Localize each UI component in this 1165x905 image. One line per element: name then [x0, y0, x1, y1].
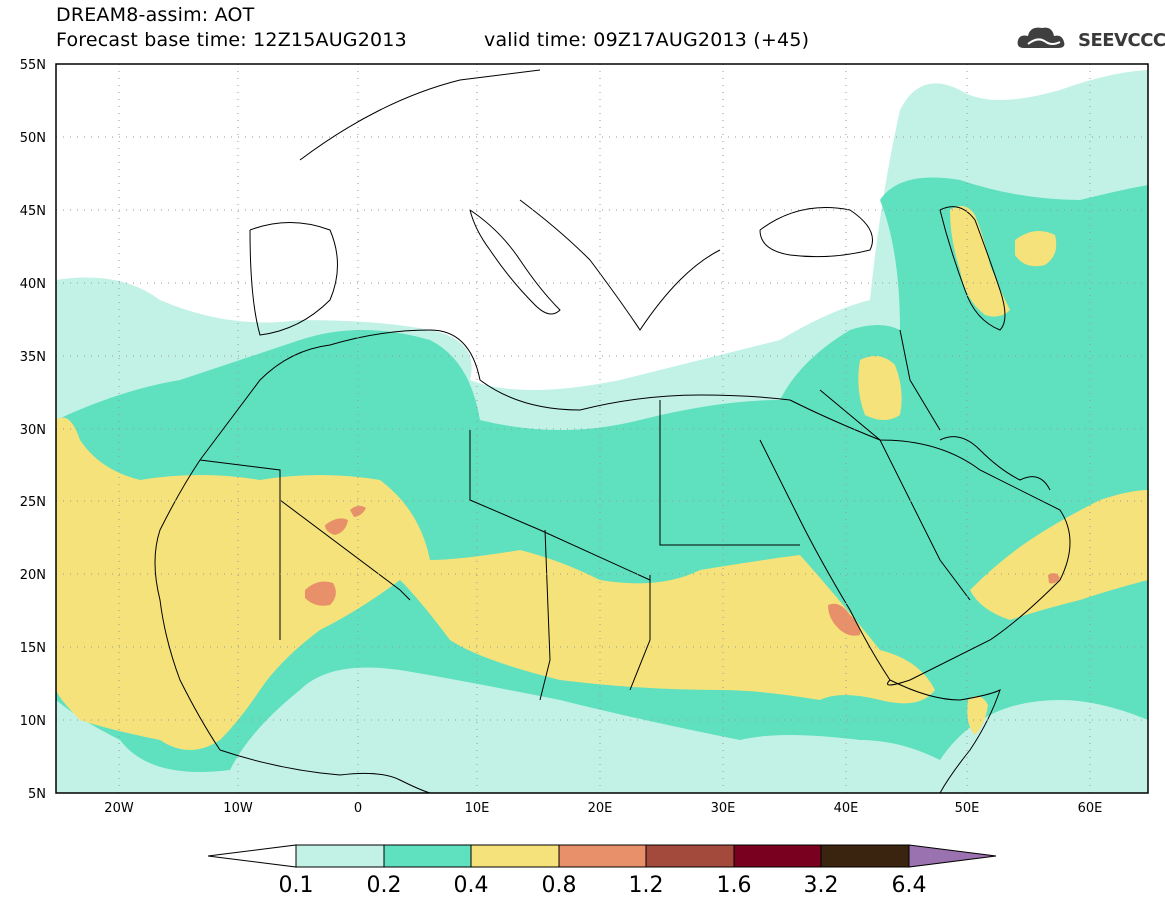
logo: SEEVCCC — [1016, 26, 1165, 54]
logo-text: SEEVCCC — [1078, 29, 1165, 51]
aot-region-yellow-caucasus — [1015, 231, 1057, 267]
coastline-europe-north — [299, 69, 541, 161]
coastline-gulf-guinea — [219, 749, 431, 793]
colorbar-label: 0.4 — [454, 873, 489, 898]
valid-time: valid time: 09Z17AUG2013 (+45) — [484, 29, 810, 51]
colorbar-label: 3.2 — [804, 873, 839, 898]
colorbar-swatch — [645, 844, 735, 868]
aot-region-yellow-sahara — [56, 417, 935, 750]
aot-region-salmon-mali — [305, 581, 336, 606]
border-iran-iraq — [899, 329, 941, 431]
colorbar-label: 1.6 — [717, 873, 752, 898]
coastline-persian-gulf — [939, 436, 1051, 491]
coastline-north-africa — [199, 329, 791, 461]
aot-region-yellow-iran — [858, 356, 902, 420]
lon-label: 50E — [955, 801, 980, 816]
border-libya-chad — [539, 529, 551, 701]
gridlines — [56, 64, 1148, 793]
lat-label: 50N — [20, 131, 46, 146]
colorbar-label: 0.2 — [367, 873, 402, 898]
coastline-red-sea — [759, 439, 891, 681]
lon-label: 10W — [223, 801, 253, 816]
lon-label: 10E — [465, 801, 490, 816]
lat-label: 5N — [28, 787, 46, 802]
colorbar-swatch — [383, 844, 472, 868]
lat-label: 20N — [20, 568, 46, 583]
aot-region-salmon-algeria-2 — [350, 505, 366, 517]
border-arabia — [819, 389, 971, 601]
coastline-caspian — [939, 206, 1006, 331]
plot-frame — [55, 63, 1149, 794]
colorbar — [207, 844, 997, 868]
coastline-west-atlantic — [154, 459, 221, 751]
coastline-horn-africa — [889, 679, 1001, 793]
coastline-west-africa — [249, 222, 338, 336]
chart-title: DREAM8-assim: AOT — [56, 4, 255, 26]
lat-label: 15N — [20, 641, 46, 656]
forecast-base-time: Forecast base time: 12Z15AUG2013 — [56, 29, 407, 51]
border-egypt-sudan — [659, 400, 800, 546]
lat-label: 10N — [20, 714, 46, 729]
aot-region-salmon-oman — [1048, 573, 1060, 584]
lat-axis: 55N 50N 45N 40N 35N 30N 25N 20N 15N 10N … — [20, 58, 46, 802]
aot-region-salmon-eritrea — [828, 603, 861, 636]
border-sahara-3 — [469, 430, 651, 581]
colorbar-swatch — [733, 844, 822, 868]
lon-label: 40E — [834, 801, 859, 816]
coastline-balkans — [519, 199, 721, 331]
coastlines — [154, 69, 1071, 793]
colorbar-label: 1.2 — [629, 873, 664, 898]
colorbar-swatch — [558, 844, 647, 868]
lon-label: 20W — [104, 801, 134, 816]
lat-label: 25N — [20, 495, 46, 510]
lat-label: 40N — [20, 277, 46, 292]
lat-label: 55N — [20, 58, 46, 73]
lat-label: 35N — [20, 350, 46, 365]
border-chad-sudan — [629, 575, 651, 691]
border-sahara-2 — [279, 499, 411, 601]
colorbar-swatch — [470, 844, 560, 868]
cloud-icon — [1016, 24, 1074, 56]
lon-label: 60E — [1078, 801, 1103, 816]
aot-fields — [56, 70, 1148, 793]
colorbar-swatch — [820, 844, 910, 868]
aot-region-yellow-somalia — [967, 696, 988, 735]
colorbar-labels: 0.1 0.2 0.4 0.8 1.2 1.6 3.2 6.4 — [279, 873, 927, 898]
lat-label: 45N — [20, 204, 46, 219]
border-sahara-1 — [199, 459, 281, 640]
colorbar-swatch — [295, 844, 385, 868]
colorbar-label: 6.4 — [892, 873, 927, 898]
lat-label: 30N — [20, 423, 46, 438]
lon-label: 30E — [711, 801, 736, 816]
lon-label: 20E — [588, 801, 613, 816]
colorbar-high-arrow — [908, 844, 997, 868]
colorbar-label: 0.8 — [542, 873, 577, 898]
lon-axis: 20W 10W 0 10E 20E 30E 40E 50E 60E — [104, 801, 1102, 816]
aot-region-yellow-arabia — [970, 490, 1148, 620]
lon-label: 0 — [354, 801, 362, 816]
coastline-arabia — [789, 399, 1071, 686]
coastline-italy — [469, 209, 561, 315]
colorbar-label: 0.1 — [279, 873, 314, 898]
coastline-black-sea — [759, 207, 873, 258]
colorbar-low-arrow — [207, 844, 297, 868]
aot-region-yellow-caspian — [950, 206, 1010, 317]
aot-region-salmon-algeria — [325, 518, 348, 535]
